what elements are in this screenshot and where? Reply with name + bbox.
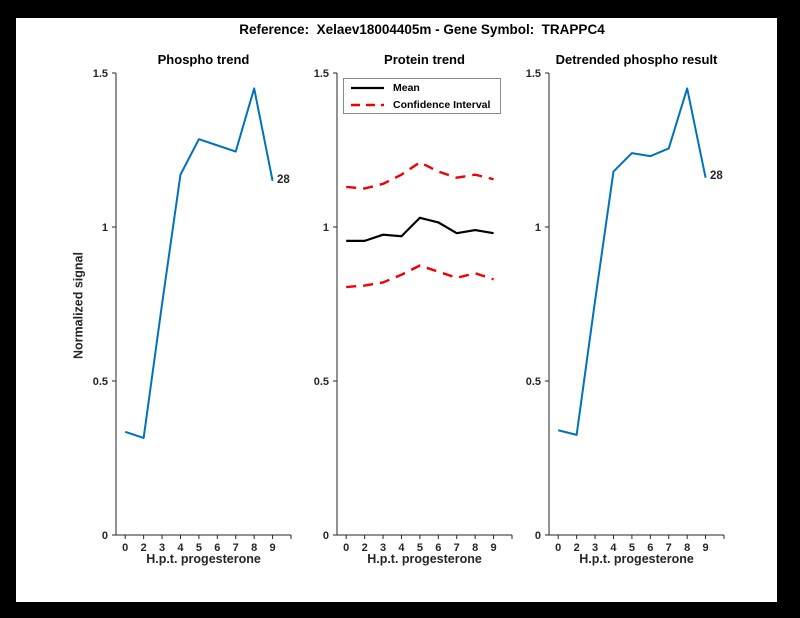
series-line-blue <box>557 87 707 436</box>
legend-label: Confidence Interval <box>393 98 491 111</box>
series-end-annotation: 28 <box>710 170 723 182</box>
subplot-title: Detrended phospho result <box>555 52 718 67</box>
x-axis-label: H.p.t. progesterone <box>579 552 694 566</box>
y-tick-label: 0 <box>102 530 108 542</box>
x-tick-label: 6 <box>647 542 653 554</box>
x-tick-label: 8 <box>251 542 257 554</box>
y-tick-label: 1 <box>535 222 541 234</box>
x-tick-label: 7 <box>233 542 239 554</box>
x-tick-label: 3 <box>380 542 386 554</box>
x-tick-label: 0 <box>343 542 349 554</box>
x-tick-label: 0 <box>122 542 128 554</box>
series-line-red <box>346 161 494 190</box>
x-tick-label: 5 <box>629 542 635 554</box>
subplot-title: Protein trend <box>384 52 465 67</box>
subplot-detrended-phospho: Detrended phospho result 0 2 3 4 5 6 7 8 9 0 0.5 1 1… <box>526 52 725 566</box>
x-tick-label: 2 <box>141 542 147 554</box>
legend-label: Mean <box>393 81 420 94</box>
x-axis-label: H.p.t. progesterone <box>367 552 482 566</box>
x-tick-label: 9 <box>491 542 497 554</box>
y-axis-label: Normalized signal <box>71 252 86 359</box>
series-line-black <box>346 216 494 242</box>
x-tick-label: 7 <box>454 542 460 554</box>
y-tick-label: 1 <box>102 222 108 234</box>
series-line-red <box>346 264 494 289</box>
y-tick-label: 1.5 <box>93 68 108 80</box>
legend-line-solid-icon <box>351 86 384 89</box>
x-tick-label: 3 <box>592 542 598 554</box>
y-tick-label: 0.5 <box>526 376 541 388</box>
x-tick-label: 8 <box>684 542 690 554</box>
y-tick-label: 0.5 <box>93 376 108 388</box>
y-tick-label: 1.5 <box>314 68 329 80</box>
subplot-title: Phospho trend <box>157 52 250 67</box>
figure-title: Reference: Xelaev18004405m - Gene Symbol… <box>239 22 605 37</box>
legend-entry-confidence-interval: Confidence Interval <box>351 98 500 112</box>
x-tick-label: 2 <box>362 542 368 554</box>
x-tick-label: 2 <box>574 542 580 554</box>
series-end-annotation: 28 <box>277 174 290 186</box>
subplot-protein-trend: Protein trend 0 2 3 4 5 6 7 8 9 0 0.5 1 1.5 Mean Con… <box>314 52 513 566</box>
series-line-blue <box>124 87 274 439</box>
x-tick-label: 0 <box>555 542 561 554</box>
x-tick-label: 6 <box>435 542 441 554</box>
detrended-phospho-plot: 0 2 3 4 5 6 7 8 9 0 0.5 1 1.5 <box>526 68 725 554</box>
x-tick-label: 6 <box>214 542 220 554</box>
y-tick-label: 1 <box>323 222 329 234</box>
y-tick-label: 1.5 <box>526 68 541 80</box>
x-tick-label: 9 <box>703 542 709 554</box>
x-tick-label: 4 <box>610 542 617 554</box>
legend-entry-mean: Mean <box>351 81 500 95</box>
x-tick-label: 3 <box>159 542 165 554</box>
subplot-phospho-trend: Phospho trend 0 2 3 4 5 6 7 8 9 0 0.5 1 1.5 28 H.p.t… <box>93 52 292 566</box>
x-tick-label: 5 <box>196 542 202 554</box>
x-tick-label: 5 <box>417 542 423 554</box>
matlab-figure-canvas: Reference: Xelaev18004405m - Gene Symbol… <box>16 18 777 602</box>
legend-box: Mean Confidence Interval <box>343 78 501 114</box>
phospho-trend-plot: 0 2 3 4 5 6 7 8 9 0 0.5 1 1.5 <box>93 68 292 554</box>
y-tick-label: 0.5 <box>314 376 329 388</box>
x-tick-label: 4 <box>177 542 184 554</box>
y-tick-label: 0 <box>535 530 541 542</box>
x-tick-label: 4 <box>398 542 405 554</box>
y-tick-label: 0 <box>323 530 329 542</box>
legend-line-dashed-icon <box>351 103 384 106</box>
x-tick-label: 7 <box>666 542 672 554</box>
x-tick-label: 9 <box>270 542 276 554</box>
axis-spines <box>336 73 512 536</box>
protein-trend-plot: 0 2 3 4 5 6 7 8 9 0 0.5 1 1.5 <box>314 68 513 554</box>
x-tick-label: 8 <box>472 542 478 554</box>
x-axis-label: H.p.t. progesterone <box>146 552 261 566</box>
